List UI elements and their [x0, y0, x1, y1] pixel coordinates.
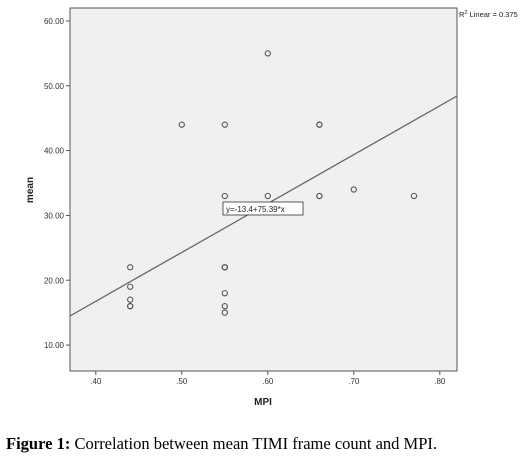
r2-label: R2 Linear = 0.375 [459, 10, 518, 19]
x-axis: .40 .50 .60 .70 .80 [90, 371, 446, 386]
data-point [221, 303, 228, 310]
data-point [410, 192, 418, 200]
x-tick-label: .60 [262, 377, 274, 386]
data-point [127, 296, 134, 303]
figure-label: Figure 1: [6, 434, 71, 453]
data-point [127, 283, 134, 290]
equation-box: y=-13.4+75.39*x [222, 201, 304, 216]
y-axis-title: mean [25, 177, 36, 203]
y-tick-label: 60.00 [44, 17, 65, 26]
data-point [221, 290, 228, 297]
data-point [221, 309, 228, 316]
y-axis: 10.00 20.00 30.00 40.00 50.00 60.00 [44, 17, 70, 350]
y-tick-label: 10.00 [44, 341, 65, 350]
y-tick-label: 20.00 [44, 276, 65, 285]
scatter-chart: 10.00 20.00 30.00 40.00 50.00 60.00 .40 .50 .60… [25, 7, 518, 408]
x-axis-title: MPI [254, 397, 272, 408]
points-layer [127, 50, 418, 316]
data-point [127, 264, 134, 271]
x-tick-label: .70 [348, 377, 360, 386]
data-point [221, 192, 228, 200]
data-point [316, 121, 323, 128]
y-tick-label: 30.00 [44, 211, 65, 220]
x-tick-label: .40 [90, 377, 102, 386]
data-point [350, 186, 357, 193]
y-tick-label: 50.00 [44, 82, 65, 91]
data-point [264, 192, 271, 200]
data-point [316, 192, 323, 200]
plot-area [69, 7, 458, 372]
data-point [264, 50, 271, 57]
fit-equation-label: y=-13.4+75.39*x [226, 205, 285, 214]
caption-text: Correlation between mean TIMI frame coun… [70, 434, 438, 453]
y-tick-label: 40.00 [44, 147, 65, 156]
data-point [127, 303, 134, 310]
figure-caption: Figure 1: Correlation between mean TIMI … [6, 434, 437, 454]
x-tick-label: .50 [176, 377, 188, 386]
x-tick-label: .80 [434, 377, 446, 386]
data-point [221, 264, 228, 271]
data-point [178, 121, 185, 128]
data-point [221, 121, 228, 128]
